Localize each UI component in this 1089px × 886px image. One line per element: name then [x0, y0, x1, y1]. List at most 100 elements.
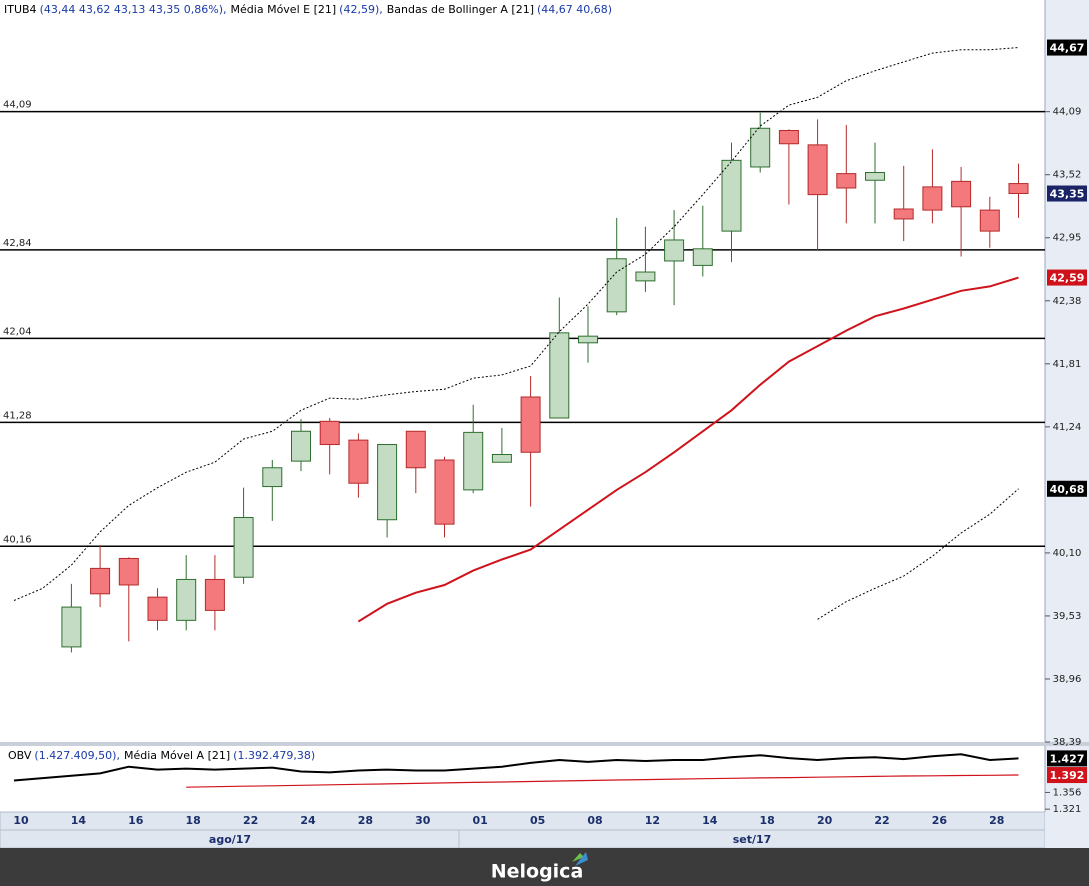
candle-body — [291, 430, 311, 462]
last-value-label: 43,35 — [1050, 188, 1085, 201]
candle-body — [549, 332, 570, 419]
axes: 44,09 43,52 42,95 42,38 41,81 41,24 40,10 39,53… — [13, 39, 1087, 846]
legend-text: Bandas de Bollinger A [21] — [387, 3, 534, 16]
candle-body — [434, 459, 455, 525]
y-tick-label: 38,96 — [1053, 674, 1082, 685]
x-tick-label: 28 — [358, 814, 373, 827]
y-tick-label: 40,10 — [1053, 548, 1082, 559]
y-tick-label: 44,09 — [1053, 107, 1082, 118]
legend-text: Média Móvel A [21] — [124, 749, 230, 762]
legend-text: ITUB4 — [4, 3, 37, 16]
candle-body — [692, 248, 713, 266]
reference-label: 40,16 — [3, 534, 32, 545]
y-tick-label: 41,81 — [1053, 359, 1082, 370]
x-tick-label: 20 — [817, 814, 833, 827]
y-tick-label: 1.321 — [1053, 804, 1082, 815]
y-tick-label: 42,38 — [1053, 296, 1082, 307]
candle-body — [922, 186, 943, 211]
x-tick-label: 18 — [760, 814, 775, 827]
y-tick-label: 42,95 — [1053, 233, 1082, 244]
candle-body — [979, 209, 1000, 232]
y-tick-label: 43,52 — [1053, 170, 1082, 181]
x-tick-label: 26 — [932, 814, 948, 827]
logo-mark — [572, 853, 584, 862]
candle-body — [348, 439, 369, 484]
obv-panel — [13, 753, 1019, 788]
month-label: set/17 — [733, 833, 772, 846]
candle-body — [578, 335, 598, 344]
legend-text: (43,44 43,62 43,13 43,35 0,86%), — [40, 3, 227, 16]
footer — [0, 848, 1089, 886]
candle-body — [147, 596, 168, 621]
reference-label: 42,84 — [3, 238, 32, 249]
candle-body — [233, 517, 254, 578]
last-value-box — [1047, 767, 1087, 784]
x-tick-label: 28 — [989, 814, 1004, 827]
reference-label: 44,09 — [3, 100, 32, 111]
legend-text: (44,67 40,68) — [537, 3, 612, 16]
candle-body — [865, 172, 885, 181]
x-tick-label: 10 — [13, 814, 29, 827]
y-tick-label: 38,39 — [1053, 737, 1082, 748]
last-value-box — [1047, 750, 1087, 767]
candle-body — [520, 396, 541, 453]
candle-body — [750, 127, 771, 168]
x-tick-label: 01 — [473, 814, 488, 827]
candle-body — [893, 208, 914, 220]
last-value-label: 1.427 — [1050, 752, 1085, 765]
candle-body — [606, 258, 627, 313]
x-tick-label: 22 — [243, 814, 258, 827]
candle-body — [262, 467, 283, 488]
x-tick-label: 14 — [702, 814, 718, 827]
candle-body — [377, 444, 398, 521]
candle-body — [635, 271, 656, 282]
legend-text: Média Móvel E [21] — [231, 3, 337, 16]
indicator-line — [817, 488, 1019, 620]
last-value-box — [1047, 269, 1087, 286]
candle-body — [61, 606, 82, 648]
x-tick-label: 16 — [128, 814, 144, 827]
legend: ITUB4 (43,44 43,62 43,13 43,35 0,86%), Méd… — [4, 3, 612, 16]
reference-label: 41,28 — [3, 410, 32, 421]
month-label: ago/17 — [209, 833, 251, 846]
candle-body — [807, 144, 828, 196]
legend-text: (1.427.409,50), — [34, 749, 120, 762]
obv-line — [13, 753, 1019, 782]
x-tick-label: 30 — [415, 814, 431, 827]
last-value-box — [1047, 39, 1087, 56]
brand: Nelogica — [491, 861, 584, 883]
legend: OBV (1.427.409,50), Média Móvel A [21] (1.3… — [8, 749, 315, 762]
x-tick-label: 18 — [186, 814, 201, 827]
candle-body — [204, 578, 225, 611]
last-value-box — [1047, 480, 1087, 497]
candle-body — [721, 159, 742, 232]
x-tick-label: 14 — [71, 814, 87, 827]
last-value-label: 44,67 — [1050, 42, 1085, 55]
panel-separator — [0, 742, 1089, 746]
candle-body — [1008, 183, 1029, 195]
indicator-line — [357, 276, 1019, 623]
x-tick-label: 24 — [300, 814, 316, 827]
candle-body — [90, 567, 111, 595]
price-panel: 44,09 42,84 42,04 41,28 40,16 — [0, 47, 1045, 653]
candle-body — [405, 430, 426, 469]
x-tick-label: 05 — [530, 814, 545, 827]
right-axis-panel — [1045, 0, 1089, 812]
candle-body — [176, 578, 197, 621]
legend-text: (1.392.479,38) — [233, 749, 315, 762]
reference-label: 42,04 — [3, 326, 32, 337]
legend-text: (42,59), — [339, 3, 383, 16]
candle-body — [664, 239, 685, 262]
x-tick-label: 12 — [645, 814, 660, 827]
candle-body — [319, 420, 340, 446]
candle-body — [836, 173, 857, 189]
x-tick-label: 22 — [874, 814, 889, 827]
last-value-label: 40,68 — [1050, 483, 1085, 496]
logo-mark — [575, 852, 588, 866]
y-tick-label: 1.356 — [1053, 787, 1082, 798]
legend-text: OBV — [8, 749, 32, 762]
last-value-label: 42,59 — [1050, 272, 1085, 285]
candle-body — [951, 180, 972, 208]
